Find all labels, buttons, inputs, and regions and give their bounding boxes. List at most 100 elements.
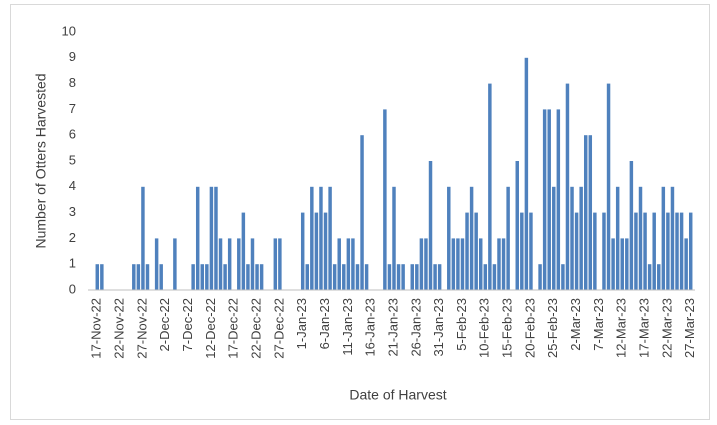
bar (255, 264, 259, 290)
bar (200, 264, 205, 290)
bar (383, 109, 387, 291)
bar (364, 264, 369, 290)
bar (625, 238, 629, 290)
x-tick-label: 26-Jan-23 (408, 298, 423, 357)
bar (332, 264, 337, 290)
bar (346, 238, 351, 290)
bar (506, 186, 510, 290)
bar (227, 238, 232, 290)
y-tick-label: 3 (69, 204, 76, 219)
x-tick-label: 5-Feb-23 (454, 298, 469, 351)
bar (688, 212, 693, 290)
bar (191, 264, 195, 290)
y-tick-label: 5 (69, 152, 76, 167)
x-tick-label: 17-Dec-22 (226, 298, 241, 359)
y-tick-label: 7 (69, 101, 76, 116)
bar (401, 264, 405, 290)
x-tick-label: 27-Nov-22 (134, 298, 149, 359)
bar (488, 83, 492, 290)
bar (218, 238, 223, 290)
bar (451, 238, 456, 290)
bar (319, 186, 323, 290)
x-tick-label: 20-Feb-23 (522, 298, 537, 358)
bar (136, 264, 141, 290)
bar (460, 238, 465, 290)
bar (337, 238, 341, 290)
bar (392, 186, 396, 290)
bar (620, 238, 624, 290)
bar (524, 57, 529, 290)
x-tick-label: 22-Dec-22 (248, 298, 263, 359)
bar (579, 186, 583, 290)
bar (259, 264, 264, 290)
bar (154, 238, 159, 290)
bar (629, 161, 634, 290)
bar (465, 212, 469, 290)
bar (433, 264, 437, 290)
y-tick-label: 1 (69, 256, 76, 271)
bar (634, 212, 638, 290)
bar (396, 264, 401, 290)
bar (565, 83, 570, 290)
y-tick-label: 0 (69, 281, 76, 296)
y-tick-label: 8 (69, 75, 76, 90)
bar (437, 264, 442, 290)
bar (684, 238, 688, 290)
x-tick-label: 2-Dec-22 (157, 298, 172, 351)
bar (428, 161, 433, 290)
bar (250, 238, 255, 290)
bar (666, 212, 670, 290)
bar (542, 109, 547, 291)
bar (342, 264, 346, 290)
bar (547, 109, 551, 291)
bar (561, 264, 565, 290)
bar (410, 264, 414, 290)
bar (246, 264, 250, 290)
bar (552, 186, 556, 290)
x-tick-label: 22-Nov-22 (112, 298, 127, 359)
x-tick-label: 25-Feb-23 (545, 298, 560, 358)
bar (159, 264, 163, 290)
bar (588, 135, 593, 290)
bar (310, 186, 314, 290)
bar (615, 186, 620, 290)
bar (638, 186, 643, 290)
x-tick-label: 12-Dec-22 (203, 298, 218, 359)
bar (323, 212, 328, 290)
chart-border (10, 4, 710, 420)
bar (474, 212, 478, 290)
bar (478, 238, 483, 290)
bar (328, 186, 332, 290)
bar (273, 238, 278, 290)
bar (483, 264, 488, 290)
bar (95, 264, 100, 290)
bar (675, 212, 679, 290)
bar (606, 83, 611, 290)
bar (570, 186, 574, 290)
bar (173, 238, 177, 290)
bar (652, 212, 656, 290)
bar (583, 135, 588, 290)
x-tick-label: 21-Jan-23 (385, 298, 400, 357)
x-axis-title: Date of Harvest (349, 387, 446, 403)
bar (424, 238, 428, 290)
bar (520, 212, 524, 290)
bar (602, 212, 606, 290)
x-tick-label: 16-Jan-23 (363, 298, 378, 357)
bar (209, 186, 214, 290)
bar (501, 238, 506, 290)
bar (657, 264, 661, 290)
x-tick-label: 1-Jan-23 (294, 298, 309, 349)
bar (100, 264, 104, 290)
bar (145, 264, 150, 290)
bar (237, 238, 241, 290)
bar (670, 186, 675, 290)
bar (195, 186, 200, 290)
x-tick-label: 15-Feb-23 (500, 298, 515, 358)
x-tick-label: 7-Mar-23 (591, 298, 606, 351)
bar (469, 186, 474, 290)
x-tick-label: 12-Mar-23 (614, 298, 629, 358)
bar (647, 264, 652, 290)
bar (661, 186, 666, 290)
